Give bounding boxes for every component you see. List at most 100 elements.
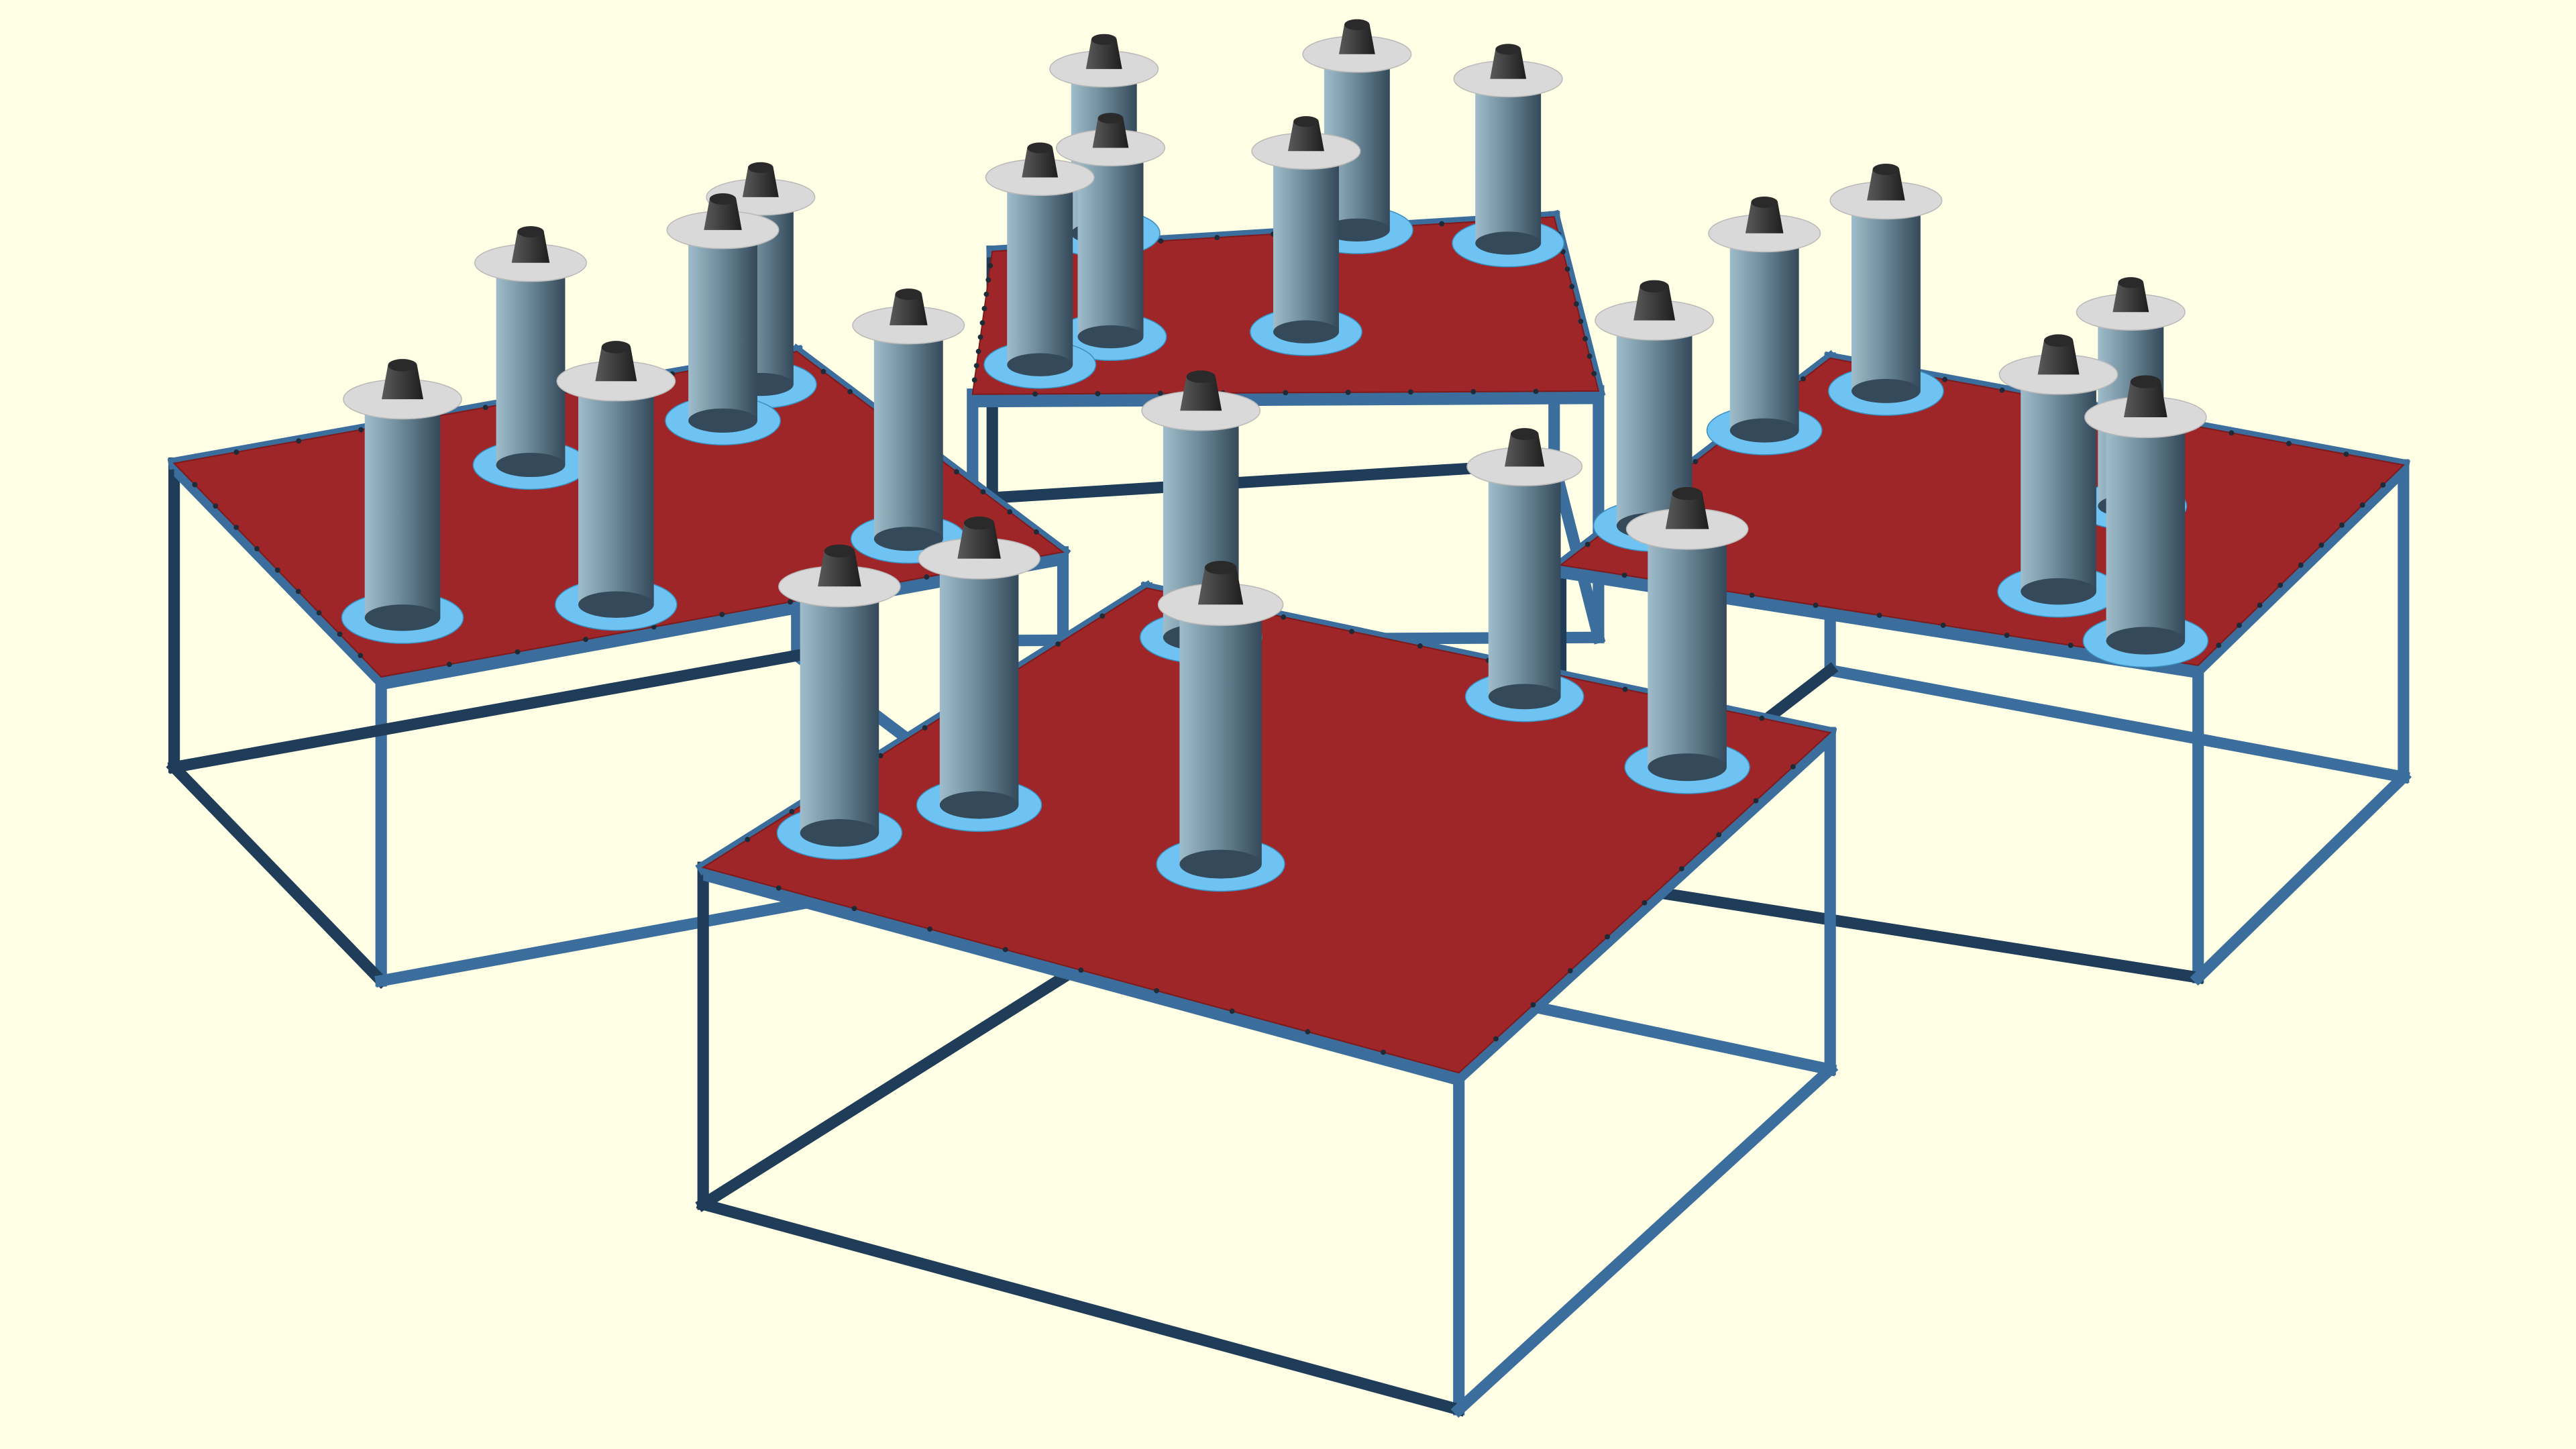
bolt (1587, 354, 1593, 359)
spool-cap (2112, 282, 2149, 313)
spool-right-1 (1706, 196, 1823, 455)
spool-right-6 (2082, 375, 2209, 668)
bolt (1716, 832, 1722, 838)
spool-cap (1085, 39, 1122, 69)
bolt (1281, 614, 1287, 620)
spool-cap (1338, 24, 1375, 54)
spool-cap (818, 551, 861, 587)
cap-top (1495, 44, 1521, 55)
spool-back-3 (1452, 44, 1565, 268)
tube-bottom (364, 604, 441, 631)
bolt (1033, 529, 1039, 535)
bolt (1567, 968, 1573, 974)
bolt (980, 489, 986, 495)
bolt (877, 753, 883, 759)
table-left-edge-front (174, 463, 382, 690)
table-left-frame-bar (167, 649, 804, 774)
bolt (2277, 582, 2284, 588)
spool-tube (2021, 374, 2096, 592)
bolt (1493, 1036, 1499, 1042)
cap-top (1097, 113, 1124, 124)
tube-bottom (496, 453, 566, 478)
bolt (1569, 284, 1575, 290)
bolt (2004, 633, 2010, 638)
bolt (1229, 1008, 1235, 1014)
cap-top (1344, 19, 1370, 30)
bolt (1095, 390, 1101, 396)
bolt (1564, 266, 1570, 272)
bolt (1154, 987, 1160, 994)
bolt (1622, 686, 1628, 692)
bolt (1876, 612, 1882, 619)
spool-tube (800, 586, 879, 833)
spool-cap (2037, 340, 2080, 375)
bolt (482, 405, 488, 411)
bolt (1381, 1049, 1386, 1055)
cap-top (1205, 561, 1237, 575)
spool-cap (1022, 148, 1059, 178)
bolt (1578, 319, 1584, 324)
spool-cap (511, 231, 550, 263)
cap-top (1672, 486, 1703, 500)
bolt (337, 631, 343, 637)
cap-top (388, 359, 417, 372)
bolt (1283, 390, 1289, 396)
cap-top (1751, 196, 1778, 208)
table-front-edge-front (703, 867, 1459, 1086)
bolt (788, 599, 793, 605)
spool-cap (890, 294, 928, 325)
spool-mid-2 (1464, 428, 1585, 722)
bolt (233, 525, 239, 531)
bolt (1055, 641, 1061, 647)
tube-bottom (873, 527, 943, 551)
bolt (2229, 430, 2235, 436)
bolt (1533, 388, 1539, 394)
bolt (985, 277, 991, 283)
tube-bottom (1179, 849, 1262, 879)
spool-front-2 (916, 517, 1042, 833)
spool-left-5 (555, 341, 678, 631)
bolt (1530, 1002, 1536, 1008)
bolt (1749, 592, 1755, 598)
spool-back-4 (1054, 113, 1167, 362)
tube-bottom (1007, 353, 1073, 376)
spool-cap (382, 365, 423, 400)
bolt (1573, 301, 1579, 307)
bolt (927, 926, 933, 932)
bolt (1642, 900, 1648, 906)
spool-front-3 (1624, 486, 1750, 794)
spool-cap (1288, 121, 1324, 152)
tube-bottom (1488, 684, 1561, 710)
spool-back-6 (983, 142, 1097, 389)
tube-bottom (2021, 578, 2096, 605)
cap-top (1872, 164, 1900, 175)
bolt (2318, 542, 2324, 548)
spool-cap (1490, 49, 1527, 79)
bolt (1345, 389, 1351, 395)
cap-top (895, 288, 922, 301)
tube-bottom (688, 408, 757, 433)
bolt (1158, 238, 1164, 244)
tube-bottom (2106, 627, 2186, 655)
bolt (1759, 715, 1765, 721)
spool-cap (1867, 169, 1905, 201)
cap-top (601, 341, 631, 354)
bolt (1470, 388, 1477, 394)
bolt (2286, 441, 2292, 447)
bolt (2339, 522, 2345, 528)
bolt (2343, 451, 2349, 458)
cap-top (2130, 375, 2161, 388)
bolt (446, 661, 452, 667)
spool-left-4 (341, 359, 464, 644)
bolt (2068, 643, 2074, 648)
table-front-frame-bar (1450, 1061, 1839, 1418)
bolt (1605, 934, 1610, 940)
bolt (2216, 643, 2222, 648)
bolt (1813, 602, 1819, 608)
bolt (924, 574, 930, 580)
tube-bottom (1077, 325, 1144, 349)
spool-tube (578, 381, 654, 605)
bolt (515, 649, 521, 655)
table-front-edge-side (1458, 733, 1831, 1086)
